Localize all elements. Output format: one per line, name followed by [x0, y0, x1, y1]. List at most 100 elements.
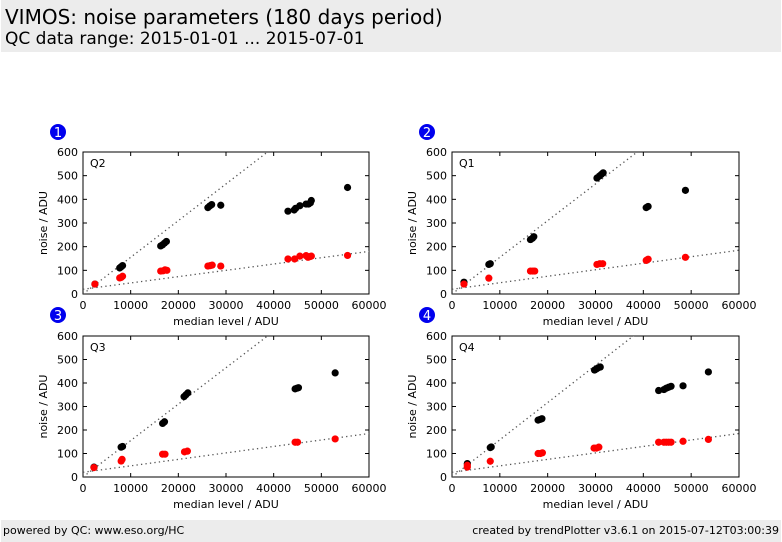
y-tick-label: 100 [57, 448, 78, 461]
badge-number: 1 [54, 126, 62, 141]
x-tick-label: 10000 [113, 482, 148, 495]
y-tick-label: 100 [57, 264, 78, 277]
x-axis-label: median level / ADU [543, 315, 649, 328]
y-tick-label: 100 [426, 264, 447, 277]
x-tick-label: 50000 [304, 299, 339, 312]
data-point-black [704, 368, 712, 376]
x-tick-label: 20000 [530, 299, 565, 312]
y-tick-label: 500 [57, 354, 78, 367]
badge-circle [419, 124, 435, 140]
report-header: VIMOS: noise parameters (180 days period… [1, 0, 781, 52]
panel-number-badge: 2 [419, 124, 435, 141]
badge-number: 4 [423, 309, 431, 324]
data-point-black [162, 237, 171, 246]
x-tick-label: 60000 [722, 299, 757, 312]
data-point-red [217, 262, 225, 270]
x-tick-label: 10000 [113, 299, 148, 312]
data-point-black [331, 369, 339, 377]
y-axis-label: noise / ADU [37, 191, 50, 255]
x-axis-label: median level / ADU [543, 498, 649, 511]
plot-area [83, 152, 369, 294]
series-red [91, 251, 352, 288]
x-tick-label: 60000 [352, 299, 387, 312]
chart-panel-q2: 1 0 10000 20000 30000 40000 50000 60000 0 100 200 3… [37, 124, 387, 328]
y-tick-label: 600 [57, 330, 78, 343]
y-tick-label: 400 [426, 377, 447, 390]
data-point-red [485, 274, 493, 282]
page-title: VIMOS: noise parameters (180 days period… [5, 5, 443, 29]
data-point-black [681, 186, 690, 194]
data-point-black [343, 183, 352, 192]
data-point-black [538, 415, 546, 423]
data-point-red [331, 435, 339, 443]
panel-label: Q4 [459, 341, 475, 354]
y-tick-label: 300 [426, 217, 447, 230]
y-tick-label: 600 [57, 146, 78, 159]
x-tick-label: 0 [449, 482, 456, 495]
badge-circle [50, 307, 66, 323]
data-point-red [704, 435, 712, 443]
x-tick-label: 30000 [209, 482, 244, 495]
panel-number-badge: 4 [419, 307, 435, 324]
x-tick-label: 50000 [674, 299, 709, 312]
black-fit-line [452, 152, 639, 294]
red-fit-line [83, 432, 369, 473]
x-tick-label: 0 [80, 482, 87, 495]
x-tick-label: 0 [80, 299, 87, 312]
series-black [90, 369, 339, 471]
data-point-black [184, 389, 192, 397]
panel-number-badge: 3 [50, 307, 66, 324]
powered-by-text: powered by QC: www.eso.org/HC [3, 524, 185, 537]
data-point-black [596, 363, 604, 371]
y-tick-label: 200 [426, 424, 447, 437]
x-tick-label: 60000 [352, 482, 387, 495]
y-tick-label: 400 [57, 377, 78, 390]
plot-frame [82, 335, 370, 478]
data-point-black [284, 207, 292, 215]
badge-number: 2 [423, 126, 431, 141]
x-tick-label: 50000 [674, 482, 709, 495]
y-axis-label: noise / ADU [37, 374, 50, 438]
data-point-black [599, 169, 607, 177]
x-tick-label: 40000 [626, 482, 661, 495]
y-tick-label: 0 [71, 288, 78, 301]
x-tick-label: 10000 [482, 299, 517, 312]
created-by-text: created by trendPlotter v3.6.1 on 2015-0… [472, 524, 779, 537]
y-tick-label: 0 [71, 471, 78, 484]
data-point-black [294, 384, 303, 392]
x-tick-label: 40000 [626, 299, 661, 312]
data-point-red [163, 266, 171, 274]
data-point-red [343, 251, 352, 260]
series-red [460, 253, 690, 288]
red-fit-line [452, 249, 739, 290]
data-point-red [531, 267, 539, 275]
x-tick-label: 20000 [161, 299, 196, 312]
data-point-red [486, 457, 494, 465]
panel-label: Q2 [90, 157, 106, 170]
red-fit-line [452, 432, 739, 473]
data-point-red [644, 255, 652, 263]
y-tick-label: 600 [426, 146, 447, 159]
series-red [90, 435, 339, 472]
data-point-black [487, 443, 495, 451]
y-tick-label: 500 [57, 170, 78, 183]
report-footer: powered by QC: www.eso.org/HC created by… [1, 520, 781, 542]
x-axis-label: median level / ADU [173, 315, 279, 328]
data-point-red [595, 443, 603, 451]
x-tick-label: 60000 [722, 482, 757, 495]
data-point-red [655, 438, 663, 446]
data-point-red [296, 252, 304, 260]
y-tick-label: 500 [426, 354, 447, 367]
data-point-black [208, 200, 216, 209]
data-point-red [681, 253, 690, 261]
plot-frame [82, 151, 370, 295]
x-tick-label: 30000 [578, 299, 613, 312]
plot-area [452, 152, 739, 294]
data-point-black [160, 418, 169, 426]
data-point-red [161, 450, 169, 458]
x-tick-label: 30000 [578, 482, 613, 495]
data-point-red [284, 255, 292, 263]
y-tick-label: 200 [57, 241, 78, 254]
plot-area [83, 336, 369, 477]
y-tick-label: 300 [426, 401, 447, 414]
